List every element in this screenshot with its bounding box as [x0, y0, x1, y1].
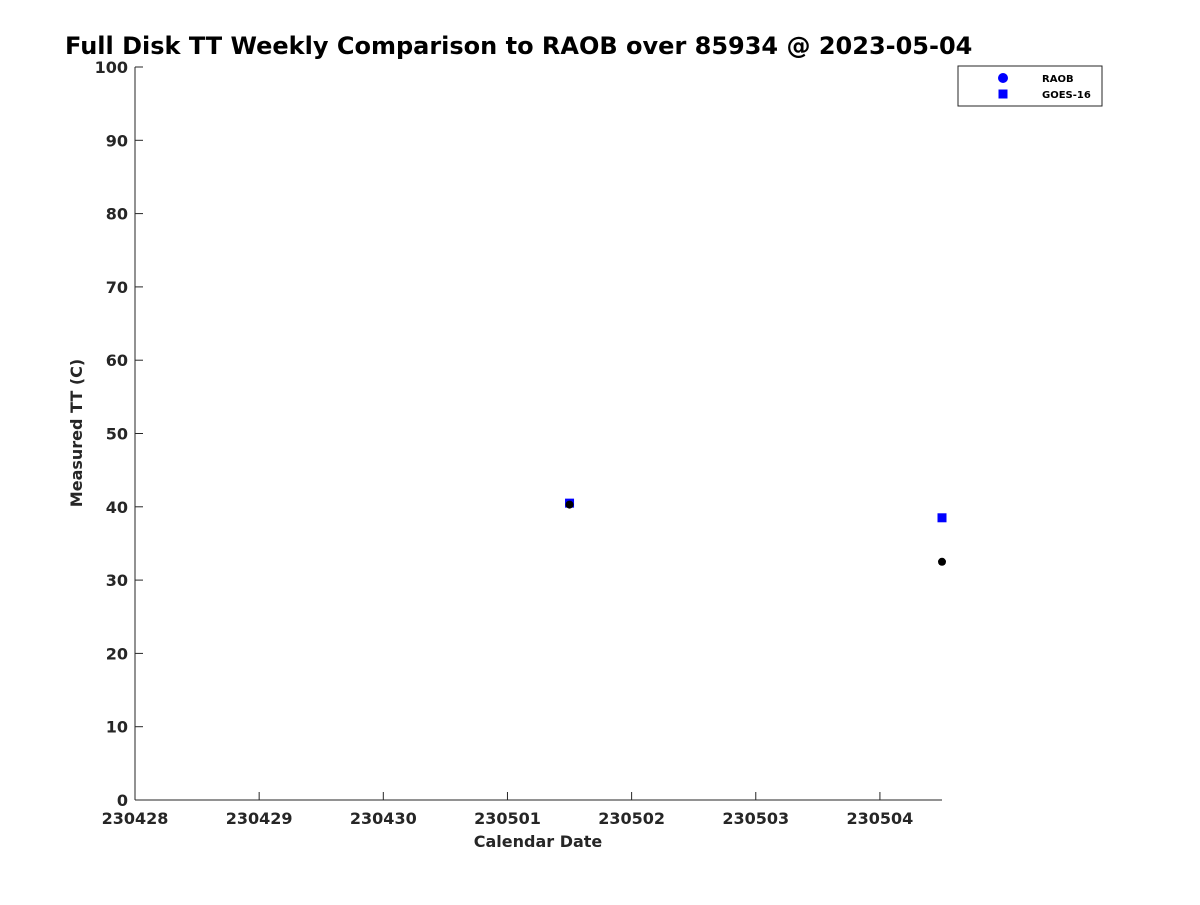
y-axis-label: Measured TT (C): [67, 359, 86, 507]
legend-marker-goes16: [998, 89, 1008, 99]
data-points: [565, 498, 947, 566]
legend-marker-raob: [998, 73, 1008, 83]
y-tick-label: 40: [106, 498, 128, 517]
y-tick-label: 10: [106, 718, 128, 737]
raob-point: [565, 500, 574, 509]
x-tick-label: 230428: [102, 809, 169, 828]
y-tick-label: 30: [106, 571, 128, 590]
x-axis-label: Calendar Date: [474, 832, 603, 851]
x-tick-label: 230430: [350, 809, 417, 828]
raob-point: [938, 557, 946, 566]
y-tick-label: 80: [106, 205, 128, 224]
y-tick-label: 60: [106, 351, 128, 370]
legend-box: [957, 65, 1103, 107]
y-tick-label: 70: [106, 278, 128, 297]
x-tick-label: 230503: [722, 809, 789, 828]
y-tick-label: 90: [106, 131, 128, 150]
y-tick-label: 100: [95, 58, 128, 77]
legend: RAOB GOES-16: [957, 65, 1103, 107]
x-tick-label: 230429: [226, 809, 293, 828]
legend-label-raob: RAOB: [1042, 74, 1074, 85]
x-tick-label: 230502: [598, 809, 665, 828]
legend-label-goes16: GOES-16: [1042, 90, 1091, 101]
y-tick-label: 50: [106, 425, 128, 444]
goes16-point: [937, 513, 947, 523]
chart-title: Full Disk TT Weekly Comparison to RAOB o…: [65, 32, 972, 60]
axes: [134, 67, 942, 801]
x-tick-label: 230504: [847, 809, 914, 828]
x-tick-label: 230501: [474, 809, 541, 828]
y-tick-label: 0: [117, 791, 128, 810]
tick-marks: 0 10 20 30 40 50 60 70 80 90 100 230428 230429 230430…: [95, 58, 914, 828]
y-tick-label: 20: [106, 644, 128, 663]
